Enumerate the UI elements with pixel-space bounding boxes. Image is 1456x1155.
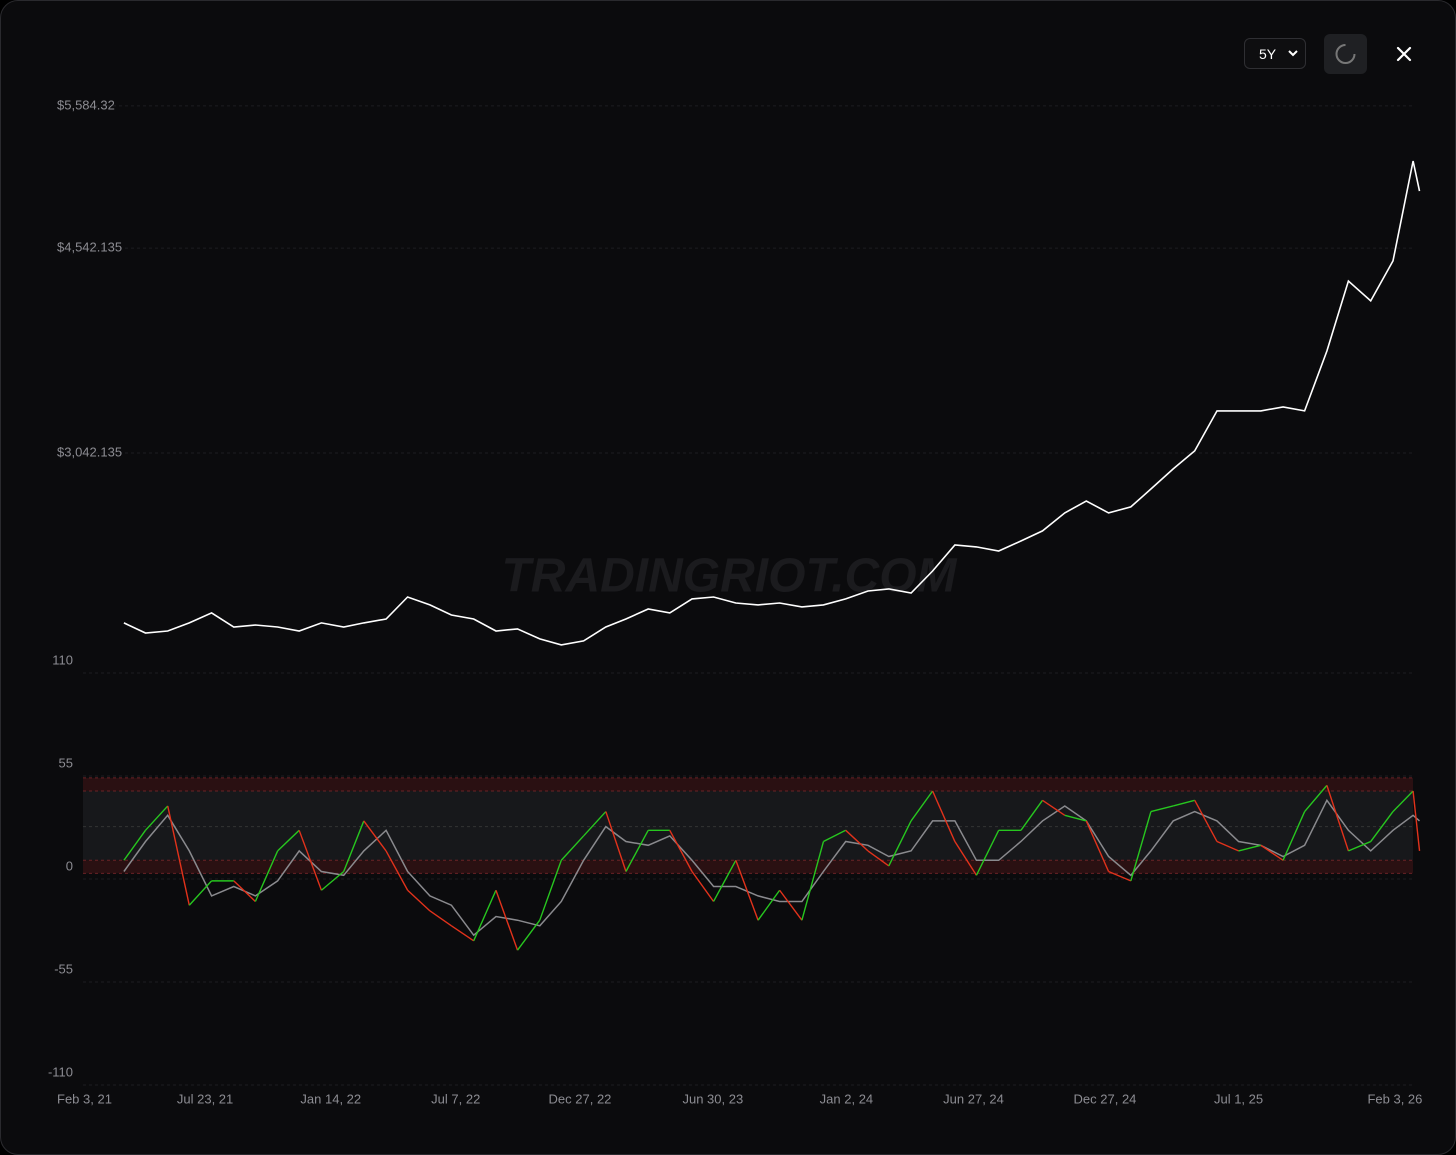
x-tick-label: Jan 2, 24 (820, 1091, 874, 1106)
oscillator-segment (144, 805, 169, 831)
oscillator-segment (1326, 785, 1350, 852)
oscillator-segment (1020, 799, 1044, 831)
x-tick-label: Jul 7, 22 (431, 1091, 480, 1106)
oscillator-segment (1370, 811, 1394, 842)
oscillator-segment (691, 871, 715, 902)
signal-line (123, 798, 1420, 937)
oscillator-segment (801, 841, 825, 921)
spinner (1335, 44, 1356, 64)
oscillator-segment (931, 790, 956, 842)
oscillator-segment (867, 850, 890, 867)
y-tick-label: -55 (54, 961, 73, 976)
oscillator-segment (583, 811, 607, 837)
oscillator-segment (1042, 799, 1066, 816)
close-icon (1396, 46, 1412, 62)
oscillator-segment (1348, 840, 1371, 852)
zone-upper (83, 777, 1413, 791)
oscillator-segment (1194, 800, 1218, 842)
oscillator-segment (1392, 790, 1414, 813)
oscillator-segment (188, 880, 213, 906)
oscillator-segment (954, 841, 978, 876)
oscillator-segment (473, 889, 497, 942)
zone-neutral (83, 790, 1413, 861)
price-line (123, 160, 1421, 646)
oscillator-segment (343, 820, 365, 872)
oscillator-segment (429, 910, 452, 927)
x-tick-label: Dec 27, 24 (1074, 1091, 1137, 1106)
x-tick-label: Jul 1, 25 (1214, 1091, 1263, 1106)
oscillator-segment (1260, 844, 1284, 861)
x-tick-label: Jun 30, 23 (682, 1091, 743, 1106)
oscillator-segment (451, 925, 475, 942)
oscillator-segment (669, 829, 693, 872)
y-tick-label: 110 (52, 652, 73, 667)
oscillator-segment (123, 829, 147, 861)
oscillator-segment (1108, 870, 1132, 882)
oscillator-segment (1282, 811, 1306, 861)
oscillator-segment (1216, 840, 1239, 852)
x-tick-label: Feb 3, 21 (57, 1091, 112, 1106)
oscillator-segment (233, 880, 256, 902)
oscillator-segment (1150, 805, 1174, 813)
x-tick-label: Jan 14, 22 (300, 1091, 361, 1106)
oscillator-segment (888, 820, 912, 867)
oscillator-segment (363, 820, 387, 852)
oscillator-segment (975, 829, 1000, 876)
oscillator-segment (385, 850, 409, 891)
oscillator-segment (1238, 844, 1261, 852)
oscillator-segment (516, 919, 541, 951)
oscillator-segment (845, 829, 869, 852)
oscillator-segment (910, 790, 934, 822)
oscillator-segment (712, 859, 737, 902)
chevron (1288, 50, 1298, 57)
y-tick-label: 55 (59, 755, 73, 770)
oscillator-segment (625, 829, 649, 872)
oscillator-segment (254, 850, 279, 902)
x-tick-label: Feb 3, 26 (1367, 1091, 1422, 1106)
oscillator-segment (495, 889, 519, 951)
range-select[interactable]: 5Y (1244, 38, 1306, 69)
oscillator-segment (407, 889, 431, 912)
refresh-button[interactable] (1324, 34, 1367, 74)
oscillator-segment (779, 889, 803, 921)
oscillator-segment (823, 829, 847, 843)
watermark: TRADINGRIOT.COM (501, 550, 957, 603)
close-button[interactable] (1391, 41, 1417, 67)
y-tick-label: -110 (48, 1064, 73, 1079)
oscillator-segment (605, 811, 627, 872)
x-tick-label: Dec 27, 22 (549, 1091, 612, 1106)
y-tick-label: $5,584.32 (57, 97, 115, 112)
zone-lower (83, 860, 1413, 874)
oscillator-segment (1304, 784, 1328, 813)
x-tick-label: Jul 23, 21 (177, 1091, 233, 1106)
oscillator-segment (539, 860, 562, 921)
oscillator-segment (1412, 790, 1421, 851)
oscillator-segment (757, 889, 781, 921)
x-tick-label: Jun 27, 24 (943, 1091, 1004, 1106)
y-tick-label: $4,542.135 (57, 240, 122, 255)
oscillator-segment (298, 830, 323, 891)
oscillator-segment (1064, 814, 1087, 822)
oscillator-segment (735, 860, 759, 921)
y-tick-label: 0 (66, 858, 73, 873)
oscillator-segment (277, 829, 300, 852)
oscillator-segment (167, 805, 190, 906)
oscillator-segment (560, 835, 585, 861)
oscillator-segment (1173, 799, 1195, 807)
oscillator-segment (1130, 811, 1152, 882)
y-tick-label: $3,042.135 (57, 444, 122, 459)
oscillator-segment (320, 870, 345, 891)
range-select-label: 5Y (1259, 46, 1277, 62)
oscillator-segment (1085, 820, 1110, 872)
